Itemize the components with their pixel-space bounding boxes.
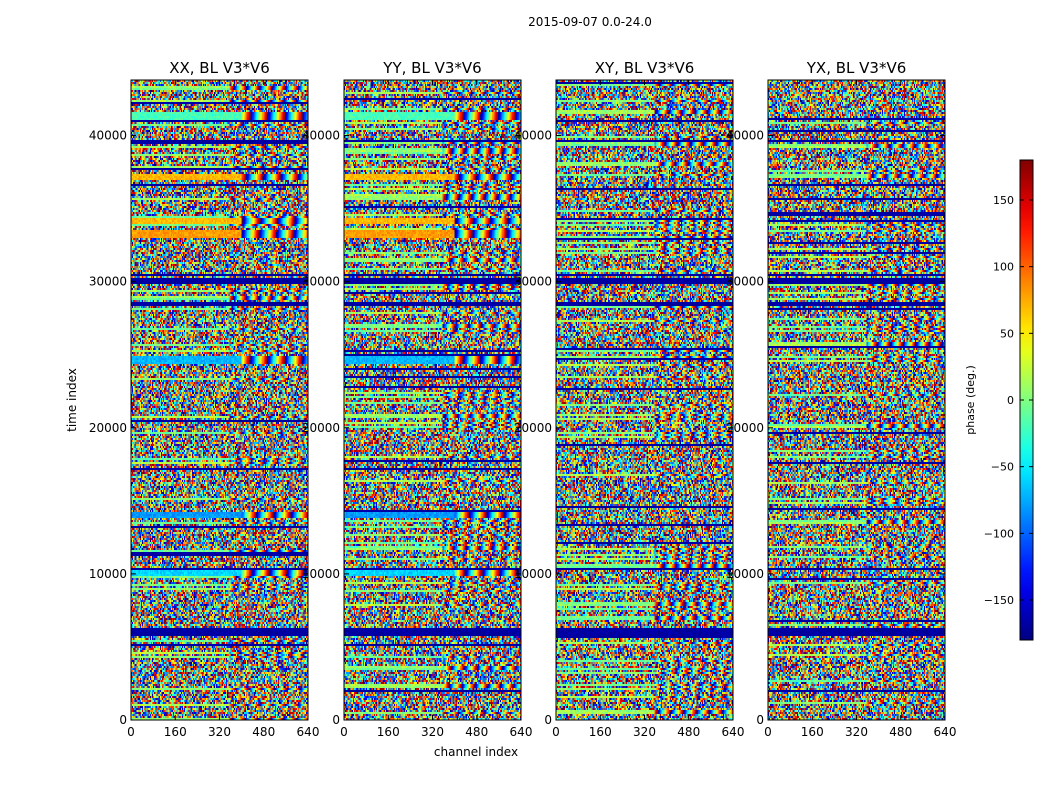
panel-2: YY, BL V3*V6 0 160 320 480 640 0 10000 20000 3000… — [302, 59, 533, 739]
y-tick-label: 10000 — [726, 567, 764, 581]
x-tick-label: 160 — [164, 725, 187, 739]
y-tick-label: 20000 — [514, 421, 552, 435]
y-tick-label: 20000 — [89, 421, 127, 435]
colorbar-tick-label: −100 — [984, 527, 1014, 540]
panel-title: YY, BL V3*V6 — [382, 59, 481, 77]
x-tick-label: 480 — [252, 725, 275, 739]
y-tick-label: 40000 — [302, 129, 340, 143]
x-tick-label: 0 — [127, 725, 135, 739]
y-tick-label: 0 — [119, 713, 127, 727]
x-tick-label: 320 — [421, 725, 444, 739]
x-tick-label: 160 — [801, 725, 824, 739]
panel-4: YX, BL V3*V6 0 160 320 480 640 0 10000 20000 3000… — [726, 59, 957, 739]
panel-title: YX, BL V3*V6 — [806, 59, 907, 77]
colorbar-tick-label: −150 — [984, 594, 1014, 607]
colorbar-tick-label: 100 — [993, 261, 1014, 274]
y-tick-label: 30000 — [302, 275, 340, 289]
x-tick-label: 640 — [934, 725, 957, 739]
panel-title: XX, BL V3*V6 — [169, 59, 270, 77]
colorbar: 150 100 50 0 −50 −100 −150 — [984, 159, 1034, 641]
y-tick-label: 30000 — [726, 275, 764, 289]
colorbar-tick-label: 50 — [1000, 327, 1014, 340]
heatmap-image-2 — [344, 80, 521, 720]
x-tick-label: 480 — [889, 725, 912, 739]
x-axis-label: channel index — [434, 745, 518, 759]
y-tick-label: 20000 — [302, 421, 340, 435]
x-tick-label: 320 — [208, 725, 231, 739]
y-tick-label: 30000 — [89, 275, 127, 289]
y-tick-label: 40000 — [514, 129, 552, 143]
x-tick-label: 0 — [764, 725, 772, 739]
x-tick-label: 320 — [845, 725, 868, 739]
panels-group: XX, BL V3*V6 0 160 320 480 640 0 10000 20000 3000… — [89, 59, 957, 739]
y-tick-label: 20000 — [726, 421, 764, 435]
colorbar-tick-label: 150 — [993, 194, 1014, 207]
x-tick-label: 640 — [722, 725, 745, 739]
panel-1: XX, BL V3*V6 0 160 320 480 640 0 10000 20000 3000… — [89, 59, 320, 739]
figure-suptitle: 2015-09-07 0.0-24.0 — [528, 15, 652, 29]
x-tick-label: 0 — [552, 725, 560, 739]
x-tick-label: 640 — [297, 725, 320, 739]
x-tick-label: 320 — [633, 725, 656, 739]
y-tick-label: 40000 — [89, 129, 127, 143]
y-tick-label: 0 — [756, 713, 764, 727]
x-tick-label: 160 — [589, 725, 612, 739]
colorbar-label: phase (deg.) — [964, 365, 977, 435]
y-tick-label: 10000 — [514, 567, 552, 581]
y-tick-label: 10000 — [89, 567, 127, 581]
y-tick-label: 0 — [332, 713, 340, 727]
panel-title: XY, BL V3*V6 — [595, 59, 695, 77]
heatmap-image-3 — [556, 80, 733, 720]
panel-3: XY, BL V3*V6 0 160 320 480 640 0 10000 20000 3000… — [514, 59, 745, 739]
x-tick-label: 0 — [340, 725, 348, 739]
y-tick-label: 10000 — [302, 567, 340, 581]
y-axis-label: time index — [65, 368, 79, 432]
x-tick-label: 160 — [377, 725, 400, 739]
y-tick-label: 40000 — [726, 129, 764, 143]
colorbar-tick-label: 0 — [1007, 394, 1014, 407]
heatmap-image-4 — [768, 80, 945, 720]
heatmap-image-1 — [131, 80, 308, 720]
colorbar-tick-label: −50 — [991, 461, 1014, 474]
x-tick-label: 640 — [510, 725, 533, 739]
x-tick-label: 480 — [465, 725, 488, 739]
y-tick-label: 0 — [544, 713, 552, 727]
x-tick-label: 480 — [677, 725, 700, 739]
y-tick-label: 30000 — [514, 275, 552, 289]
